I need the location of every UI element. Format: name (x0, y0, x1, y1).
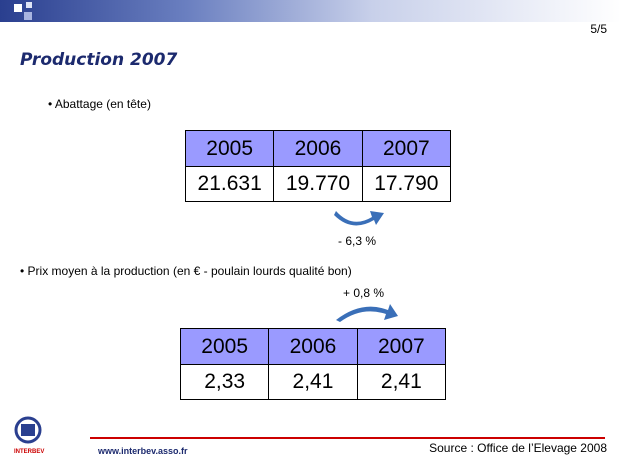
cell: 2006 (268, 328, 358, 365)
cell: 2,41 (356, 364, 447, 400)
cell: 21.631 (184, 166, 275, 202)
logo (14, 416, 42, 444)
header-squares (24, 12, 32, 20)
header-squares (14, 4, 22, 12)
cell: 2006 (273, 130, 363, 167)
cell: 2007 (356, 328, 447, 365)
cell: 2,33 (179, 364, 270, 400)
cell: 19.770 (273, 166, 363, 202)
table: 2005 2006 2007 2,33 2,41 2,41 (179, 328, 447, 400)
header-bar (0, 0, 621, 22)
cell: 2005 (179, 328, 270, 365)
logo-text: INTERBEV (14, 449, 45, 455)
cell: 2,41 (268, 364, 358, 400)
title: Production 2007 (20, 50, 178, 70)
bullet: • Prix moyen à la production (en € - pou… (20, 264, 352, 278)
arrow (334, 211, 384, 226)
cell: 17.790 (361, 166, 452, 202)
table: 2005 2006 2007 21.631 19.770 17.790 (184, 130, 452, 202)
footer-line (90, 437, 605, 439)
header-squares (26, 2, 32, 8)
bullet: • Abattage (en tête) (48, 97, 151, 111)
page-number: 5/5 (590, 22, 607, 36)
change-label: + 0,8 % (343, 286, 385, 300)
arrow (336, 304, 398, 322)
cell: 2007 (361, 130, 452, 167)
cell: 2005 (184, 130, 275, 167)
url: www.interbev.asso.fr (98, 446, 188, 456)
change-label: - 6,3 % (338, 234, 377, 248)
source: Source : Office de l’Elevage 2008 (429, 441, 607, 455)
